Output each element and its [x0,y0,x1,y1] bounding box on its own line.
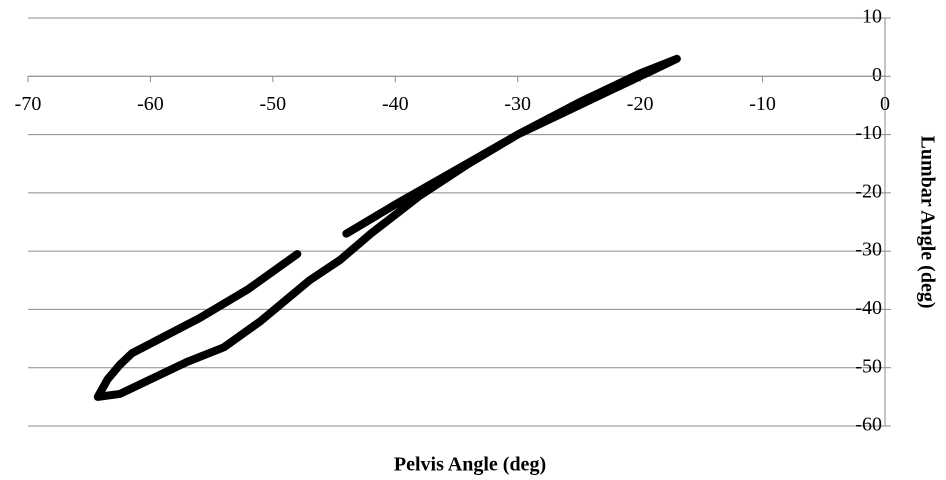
x-tick-label: -40 [382,93,409,115]
y-tick-label: -40 [855,297,882,319]
x-tick-label: -50 [260,93,287,115]
x-tick-label: -60 [137,93,164,115]
x-tick-label: -10 [749,93,776,115]
y-tick-label: 0 [872,64,882,86]
x-tick-label: -20 [627,93,654,115]
y-tick-label: -60 [855,414,882,436]
data-line [93,54,681,401]
y-axis-title: Lumbar Angle (deg) [916,136,938,309]
x-tick-label: -70 [15,93,42,115]
y-tick-label: 10 [862,6,882,28]
x-tick-label: -30 [504,93,531,115]
y-tick-label: -50 [855,355,882,377]
y-tick-label: -20 [855,180,882,202]
x-axis-title: Pelvis Angle (deg) [394,454,546,476]
y-tick-label: -10 [855,122,882,144]
x-tick-label: 0 [880,93,890,115]
y-tick-label: -30 [855,239,882,261]
